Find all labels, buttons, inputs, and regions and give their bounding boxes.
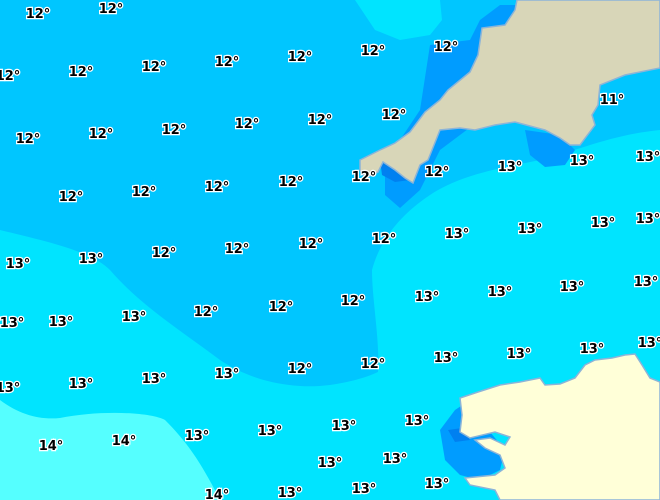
temperature-label: 13° <box>352 482 377 497</box>
temperature-label: 13° <box>0 381 20 396</box>
temperature-label: 13° <box>488 285 513 300</box>
temperature-label: 12° <box>288 362 313 377</box>
temperature-label: 12° <box>308 113 333 128</box>
temperature-label: 12° <box>59 190 84 205</box>
temperature-label: 12° <box>0 69 20 84</box>
temperature-label: 13° <box>185 429 210 444</box>
temperature-label: 12° <box>194 305 219 320</box>
temperature-label: 13° <box>69 377 94 392</box>
temperature-label: 12° <box>288 50 313 65</box>
temperature-label: 12° <box>225 242 250 257</box>
temperature-label: 13° <box>434 351 459 366</box>
temperature-label: 14° <box>39 439 64 454</box>
temperature-label: 12° <box>361 44 386 59</box>
temperature-label: 12° <box>299 237 324 252</box>
temperature-label: 13° <box>383 452 408 467</box>
temperature-label: 12° <box>152 246 177 261</box>
temperature-label: 12° <box>26 7 51 22</box>
temperature-label: 13° <box>518 222 543 237</box>
temperature-label: 12° <box>99 2 124 17</box>
temperature-label: 13° <box>445 227 470 242</box>
temperature-label: 13° <box>570 154 595 169</box>
temperature-label: 12° <box>205 180 230 195</box>
temperature-label: 13° <box>0 316 24 331</box>
temperature-label: 12° <box>372 232 397 247</box>
temperature-label: 13° <box>49 315 74 330</box>
temperature-label: 13° <box>636 150 660 165</box>
temperature-label: 12° <box>142 60 167 75</box>
temperature-label: 12° <box>215 55 240 70</box>
temperature-label: 12° <box>425 165 450 180</box>
temperature-label: 12° <box>434 40 459 55</box>
temperature-label: 13° <box>318 456 343 471</box>
temperature-label: 12° <box>16 132 41 147</box>
temperature-label: 13° <box>580 342 605 357</box>
temperature-label: 13° <box>415 290 440 305</box>
sea-zone-14 <box>0 400 220 500</box>
coastal-darker-brest <box>448 428 470 442</box>
temperature-label: 13° <box>258 424 283 439</box>
temperature-label: 12° <box>361 357 386 372</box>
temperature-label: 12° <box>132 185 157 200</box>
temperature-label: 13° <box>278 486 303 500</box>
temperature-label: 13° <box>636 212 660 227</box>
temperature-label: 12° <box>235 117 260 132</box>
temperature-label: 13° <box>425 477 450 492</box>
temperature-label: 12° <box>279 175 304 190</box>
temperature-label: 13° <box>6 257 31 272</box>
temperature-label: 13° <box>405 414 430 429</box>
temperature-label: 12° <box>352 170 377 185</box>
temperature-label: 13° <box>122 310 147 325</box>
coastal-dark-brest <box>440 400 505 480</box>
temperature-label: 11° <box>600 93 625 108</box>
temperature-label: 13° <box>560 280 585 295</box>
temperature-label: 14° <box>112 434 137 449</box>
land-england <box>359 0 660 185</box>
temperature-label: 12° <box>382 108 407 123</box>
temperature-label: 13° <box>79 252 104 267</box>
temperature-label: 12° <box>269 300 294 315</box>
temperature-label: 13° <box>332 419 357 434</box>
temperature-label: 13° <box>215 367 240 382</box>
land-france <box>459 353 660 500</box>
sea-zone-13-north-patch <box>355 0 442 40</box>
temperature-label: 12° <box>89 127 114 142</box>
temperature-label: 12° <box>341 294 366 309</box>
temperature-label: 12° <box>162 123 187 138</box>
temperature-label: 12° <box>69 65 94 80</box>
temperature-label: 13° <box>142 372 167 387</box>
temperature-label: 13° <box>634 275 659 290</box>
temperature-label: 14° <box>205 488 230 500</box>
temperature-label: 13° <box>638 336 660 351</box>
temperature-label: 13° <box>507 347 532 362</box>
temperature-label: 13° <box>591 216 616 231</box>
temperature-label: 13° <box>498 160 523 175</box>
